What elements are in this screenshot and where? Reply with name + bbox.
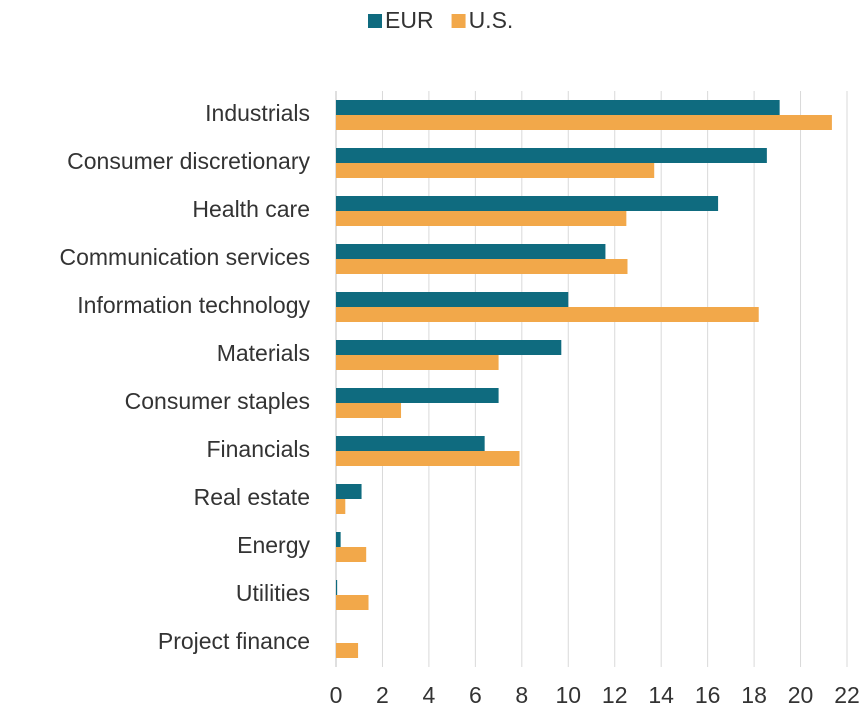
bar [336, 532, 341, 547]
x-tick-label: 4 [423, 682, 436, 708]
x-tick-label: 2 [376, 682, 389, 708]
y-tick-label: Consumer staples [125, 388, 310, 414]
y-tick-label: Communication services [59, 244, 310, 270]
y-tick-label: Information technology [77, 292, 310, 318]
x-tick-label: 12 [602, 682, 628, 708]
x-tick-label: 10 [555, 682, 581, 708]
x-tick-label: 22 [834, 682, 860, 708]
bar [336, 499, 346, 514]
x-tick-label: 16 [695, 682, 721, 708]
y-tick-label: Industrials [205, 100, 310, 126]
bar [336, 580, 338, 595]
bar [336, 163, 655, 178]
bar [336, 547, 367, 562]
bar [336, 643, 359, 658]
bar [336, 148, 767, 163]
x-tick-label: 14 [648, 682, 674, 708]
x-tick-label: 18 [741, 682, 767, 708]
bar [336, 436, 485, 451]
y-tick-label: Financials [206, 436, 310, 462]
bar [336, 259, 628, 274]
bar [336, 355, 499, 370]
bar [336, 244, 606, 259]
bar [336, 100, 780, 115]
y-tick-label: Project finance [158, 628, 310, 654]
legend-label: U.S. [469, 7, 514, 33]
bar [336, 115, 832, 130]
x-tick-label: 0 [330, 682, 343, 708]
bar [336, 388, 499, 403]
y-tick-label: Health care [192, 196, 310, 222]
x-tick-label: 6 [469, 682, 482, 708]
bar [336, 451, 520, 466]
bar [336, 484, 362, 499]
legend-swatch [368, 14, 382, 28]
y-tick-label: Real estate [194, 484, 310, 510]
x-tick-label: 8 [515, 682, 528, 708]
y-tick-label: Consumer discretionary [67, 148, 310, 174]
legend-swatch [451, 14, 466, 28]
bar [336, 307, 759, 322]
bar [336, 292, 569, 307]
legend-label: EUR [385, 7, 434, 33]
y-tick-label: Utilities [236, 580, 310, 606]
y-tick-label: Energy [237, 532, 310, 558]
bar [336, 211, 627, 226]
x-tick-label: 20 [788, 682, 814, 708]
y-tick-label: Materials [217, 340, 310, 366]
bar [336, 403, 402, 418]
bar [336, 340, 562, 355]
bar [336, 196, 719, 211]
bar [336, 595, 369, 610]
